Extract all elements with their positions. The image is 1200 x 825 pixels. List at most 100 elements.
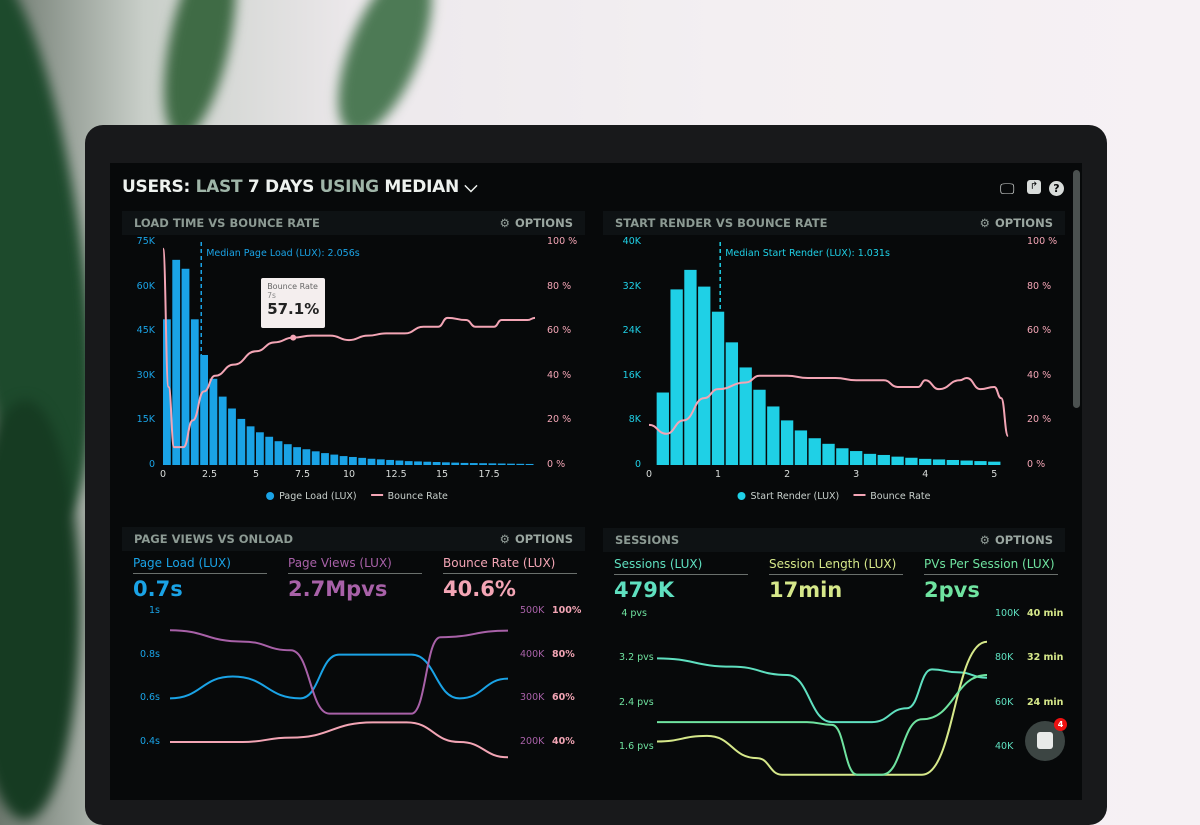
panel-header[interactable]: SESSIONS ⚙ OPTIONS	[603, 528, 1065, 552]
y2-tick-label: 40K	[995, 741, 1014, 752]
legend-item[interactable]: Bounce Rate	[853, 491, 931, 502]
stat-value: 40.6%	[443, 577, 516, 601]
panel-title: START RENDER VS BOUNCE RATE	[615, 216, 828, 230]
histogram-bar	[919, 458, 932, 465]
gear-icon: ⚙	[499, 216, 510, 230]
legend-item[interactable]: Start Render (LUX)	[737, 491, 839, 502]
histogram-bar	[698, 286, 711, 465]
y2-tick-label: 100 %	[1027, 236, 1058, 247]
panel-title: LOAD TIME VS BOUNCE RATE	[134, 216, 320, 230]
y3-tick-label: 60%	[552, 692, 575, 704]
series-line	[170, 629, 508, 715]
histogram-bar	[946, 459, 960, 465]
histogram-bar	[256, 432, 264, 465]
monitor-icon[interactable]: 🖵	[1000, 180, 1015, 198]
chevron-down-icon[interactable]: ⌵	[464, 177, 478, 197]
options-button[interactable]: ⚙ OPTIONS	[500, 532, 573, 546]
options-button[interactable]: ⚙ OPTIONS	[500, 216, 573, 230]
y-tick-label: 24K	[622, 325, 641, 337]
chart-plot	[162, 242, 536, 465]
histogram-bar	[960, 460, 973, 465]
legend-item[interactable]: Bounce Rate	[370, 491, 448, 502]
histogram-bar	[670, 289, 683, 465]
histogram-bar	[432, 462, 441, 465]
y-tick-label: 75K	[136, 236, 155, 247]
histogram-bar	[321, 453, 329, 465]
histogram-bar	[905, 457, 918, 465]
stat-label: Bounce Rate (LUX)	[443, 556, 556, 570]
histogram-bar	[850, 451, 863, 465]
legend-item[interactable]: Page Load (LUX)	[266, 491, 357, 502]
histogram-bar	[237, 418, 246, 465]
histogram-bar	[836, 448, 849, 465]
y-tick-label: 0.4s	[139, 736, 160, 747]
series-line	[657, 657, 987, 724]
histogram-bar	[190, 319, 199, 465]
help-icon[interactable]: ?	[1049, 181, 1064, 196]
y-tick-label: 45K	[136, 325, 155, 337]
histogram-bar	[330, 454, 339, 465]
y-tick-label: 16K	[622, 369, 641, 381]
median-annotation: Median Page Load (LUX): 2.056s	[206, 248, 360, 259]
y2-tick-label: 400K	[520, 648, 545, 660]
y2-tick-label: 0 %	[1027, 459, 1046, 470]
chat-button[interactable]: 4	[1025, 718, 1067, 761]
y3-tick-label: 32 min	[1027, 652, 1064, 664]
legend-label: Bounce Rate	[870, 491, 931, 502]
legend-label: Bounce Rate	[387, 491, 448, 502]
notification-badge: 4	[1054, 718, 1067, 731]
histogram-bar	[172, 259, 181, 465]
title-last: LAST	[195, 177, 243, 197]
stat-value: 2.7Mpvs	[288, 577, 388, 601]
y2-tick-label: 20 %	[547, 414, 572, 426]
stat-divider	[443, 573, 577, 574]
x-tick-label: 3	[853, 469, 860, 480]
y2-tick-label: 100 %	[547, 236, 578, 247]
series-line	[657, 640, 987, 776]
y3-tick-label: 24 min	[1027, 696, 1064, 708]
y2-tick-label: 80 %	[1027, 280, 1052, 292]
y2-tick-label: 60 %	[547, 325, 572, 337]
gear-icon: ⚙	[979, 216, 990, 230]
panel-header[interactable]: PAGE VIEWS VS ONLOAD ⚙ OPTIONS	[122, 527, 585, 551]
bounce-rate-line	[162, 247, 536, 449]
share-icon[interactable]: ↱	[1027, 180, 1041, 194]
y-tick-label: 0.6s	[139, 692, 160, 704]
scrollbar[interactable]	[1073, 170, 1080, 408]
histogram-bar	[163, 319, 171, 465]
page-title[interactable]: USERS: LAST 7 DAYS USING MEDIAN ⌵	[122, 177, 477, 197]
histogram-bar	[246, 426, 255, 465]
title-users: USERS:	[122, 177, 190, 197]
y-tick-label: 2.4 pvs	[619, 696, 654, 708]
histogram-bar	[932, 459, 946, 465]
panel-header[interactable]: LOAD TIME VS BOUNCE RATE ⚙ OPTIONS	[122, 211, 585, 235]
gear-icon: ⚙	[499, 532, 510, 546]
y2-tick-label: 20 %	[1027, 414, 1052, 426]
histogram-bar	[339, 456, 348, 465]
y3-tick-label: 40 min	[1027, 608, 1064, 620]
tooltip-title: Bounce Rate	[267, 281, 318, 291]
histogram-bar	[525, 463, 534, 465]
x-tick-label: 7.5	[294, 469, 311, 480]
histogram-bar	[739, 367, 752, 465]
options-button[interactable]: ⚙ OPTIONS	[980, 216, 1053, 230]
y2-tick-label: 60K	[995, 696, 1014, 708]
tooltip-point	[290, 334, 297, 341]
y2-tick-label: 40 %	[547, 369, 572, 381]
histogram-bar	[414, 461, 422, 465]
histogram-bar	[386, 459, 394, 465]
chart-plot	[170, 629, 508, 759]
y2-tick-label: 100K	[995, 608, 1020, 620]
histogram-bar	[404, 461, 413, 465]
panel-header[interactable]: START RENDER VS BOUNCE RATE ⚙ OPTIONS	[603, 211, 1065, 235]
legend-dot-icon	[737, 492, 746, 500]
panel-title: PAGE VIEWS VS ONLOAD	[134, 532, 293, 546]
stat-label: Page Load (LUX)	[133, 556, 231, 570]
y-tick-label: 0.8s	[139, 648, 160, 660]
histogram-bar	[311, 451, 320, 465]
histogram-bar	[891, 456, 904, 465]
histogram-bar	[265, 436, 274, 465]
options-button[interactable]: ⚙ OPTIONS	[980, 533, 1053, 547]
x-tick-label: 5	[252, 469, 260, 480]
histogram-bar	[293, 447, 301, 465]
